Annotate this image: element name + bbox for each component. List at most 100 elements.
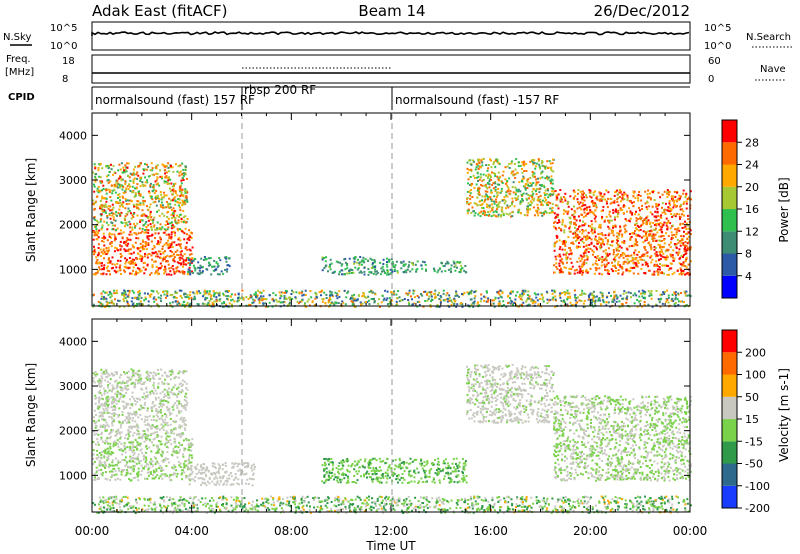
scatter-point [303, 303, 306, 306]
scatter-point [159, 262, 162, 265]
scatter-point [182, 195, 185, 198]
scatter-point [158, 227, 161, 229]
scatter-point [532, 192, 535, 195]
scatter-point [422, 305, 425, 308]
scatter-point [128, 291, 131, 294]
scatter-point [159, 253, 162, 256]
scatter-point [100, 457, 103, 460]
scatter-point [682, 263, 685, 266]
scatter-point [453, 262, 456, 265]
scatter-point [687, 224, 690, 227]
scatter-point [110, 267, 113, 270]
scatter-point [679, 203, 682, 206]
scatter-point [667, 294, 670, 297]
scatter-point [364, 258, 367, 261]
cpid-label: CPID [8, 92, 35, 103]
scatter-point [533, 162, 536, 165]
scatter-point [208, 299, 211, 302]
scatter-point [116, 439, 119, 442]
scatter-point [174, 190, 177, 193]
scatter-point [174, 200, 177, 203]
scatter-point [138, 190, 141, 193]
scatter-point [646, 193, 649, 196]
scatter-point [135, 204, 138, 207]
scatter-point [174, 217, 177, 220]
scatter-point [494, 182, 497, 185]
scatter-point [544, 210, 547, 213]
scatter-point [487, 197, 489, 200]
scatter-point [93, 248, 96, 251]
scatter-point [180, 473, 183, 476]
scatter-point [660, 248, 663, 251]
y-tick-label: 4000 [59, 129, 87, 142]
scatter-point [559, 255, 562, 258]
scatter-point [228, 290, 230, 292]
scatter-point [136, 257, 139, 260]
scatter-point [646, 237, 649, 240]
scatter-point [583, 192, 586, 195]
scatter-point [466, 209, 469, 212]
scatter-point [116, 186, 119, 189]
scatter-point [151, 173, 154, 176]
scatter-point [142, 196, 145, 199]
scatter-point [106, 216, 109, 219]
scatter-point [357, 258, 359, 261]
scatter-point [124, 464, 127, 467]
scatter-point [655, 290, 658, 292]
scatter-point [590, 241, 593, 244]
scatter-point [613, 199, 616, 202]
scatter-point [622, 212, 625, 214]
scatter-point [101, 226, 104, 229]
scatter-point [591, 227, 594, 230]
scatter-point [685, 252, 688, 255]
scatter-point [386, 297, 389, 300]
scatter-point [161, 226, 164, 229]
scatter-point [185, 474, 188, 477]
scatter-point [558, 253, 561, 256]
scatter-point [160, 265, 163, 268]
scatter-point [562, 262, 565, 265]
scatter-point [492, 206, 495, 209]
scatter-point [680, 300, 683, 303]
scatter-point [261, 299, 264, 302]
scatter-point [149, 210, 152, 213]
scatter-point [632, 244, 635, 247]
scatter-point [154, 260, 157, 263]
scatter-point [150, 293, 153, 296]
scatter-point [156, 460, 159, 463]
scatter-point [412, 263, 415, 266]
scatter-point [343, 289, 346, 292]
scatter-point [567, 236, 570, 239]
scatter-point [132, 441, 135, 444]
scatter-point [332, 302, 335, 305]
scatter-point [540, 212, 543, 215]
scatter-point [138, 247, 141, 249]
scatter-point [671, 199, 674, 202]
scatter-point [519, 203, 522, 205]
scatter-point [197, 266, 199, 269]
scatter-point [107, 455, 110, 458]
scatter-point [179, 209, 182, 212]
scatter-point [110, 163, 112, 166]
scatter-point [473, 297, 476, 300]
scatter-point [209, 257, 212, 260]
scatter-point [616, 297, 619, 300]
scatter-point [145, 456, 147, 459]
scatter-point [101, 268, 104, 271]
scatter-point [619, 209, 622, 212]
scatter-point [584, 293, 587, 295]
scatter-point [385, 263, 388, 266]
scatter-point [582, 235, 585, 238]
scatter-point [673, 271, 676, 274]
scatter-point [641, 263, 644, 266]
scatter-point [124, 290, 127, 293]
scatter-point [137, 302, 140, 305]
scatter-point [124, 221, 127, 224]
scatter-point [245, 296, 248, 299]
scatter-point [615, 247, 618, 250]
scatter-point [166, 254, 169, 257]
scatter-point [157, 232, 160, 235]
scatter-point [531, 194, 534, 197]
scatter-point [594, 262, 597, 265]
scatter-point [112, 464, 115, 467]
